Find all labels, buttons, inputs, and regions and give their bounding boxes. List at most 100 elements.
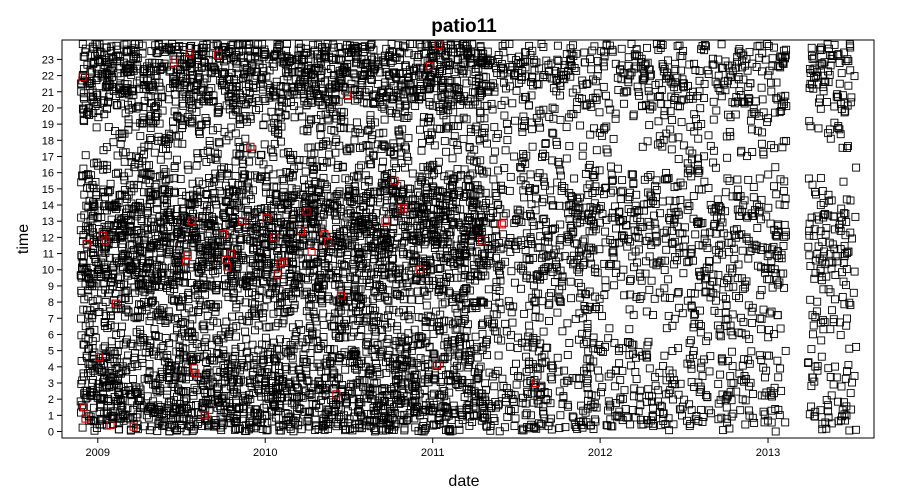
data-point — [378, 386, 387, 395]
data-point — [852, 342, 861, 351]
data-point — [215, 187, 224, 196]
data-point — [401, 273, 409, 282]
data-point — [122, 194, 131, 203]
data-point — [700, 80, 709, 88]
data-point — [281, 338, 290, 346]
data-point — [417, 93, 426, 102]
data-point — [819, 198, 828, 207]
data-point — [527, 212, 535, 221]
data-point — [460, 315, 469, 324]
data-point — [113, 151, 122, 160]
data-point — [633, 82, 642, 91]
data-point — [258, 74, 267, 83]
data-point — [247, 309, 256, 318]
data-point — [578, 151, 587, 160]
data-point — [186, 96, 195, 105]
data-point — [589, 171, 598, 180]
data-point — [283, 58, 292, 67]
data-point — [659, 417, 668, 425]
data-point — [124, 295, 133, 304]
data-point — [849, 288, 858, 297]
data-point — [245, 157, 254, 166]
data-point — [470, 299, 479, 308]
data-point — [286, 98, 295, 106]
data-point — [611, 109, 620, 118]
data-point — [572, 49, 581, 58]
data-point — [459, 67, 468, 76]
data-point — [275, 40, 284, 49]
data-point — [645, 285, 654, 294]
data-point — [298, 112, 307, 121]
data-point — [401, 142, 410, 151]
data-point — [690, 59, 698, 68]
data-point — [840, 300, 849, 309]
data-point — [593, 57, 602, 66]
data-point — [637, 276, 646, 285]
data-point — [507, 53, 516, 62]
data-point — [688, 149, 697, 158]
data-point — [836, 130, 845, 139]
data-point — [651, 373, 659, 382]
data-point — [319, 173, 328, 182]
data-point — [644, 337, 653, 346]
data-point — [478, 397, 487, 406]
data-point — [723, 61, 732, 70]
data-point — [634, 407, 643, 416]
data-point — [306, 96, 315, 105]
data-point — [831, 295, 839, 304]
data-point — [305, 324, 314, 332]
data-point — [706, 141, 715, 150]
data-point — [504, 297, 513, 306]
data-point — [128, 406, 137, 414]
data-point — [834, 397, 842, 406]
data-point — [442, 50, 451, 59]
data-point — [767, 87, 776, 96]
data-point — [642, 351, 651, 360]
data-point — [139, 103, 148, 112]
data-point — [835, 79, 844, 88]
data-point — [539, 105, 548, 114]
data-point — [77, 251, 86, 260]
data-point — [232, 59, 241, 68]
data-point — [419, 203, 428, 212]
data-point — [591, 166, 600, 175]
data-point — [383, 295, 392, 304]
data-point — [740, 372, 749, 380]
data-point — [323, 405, 332, 414]
data-point — [472, 122, 481, 131]
data-point — [151, 331, 160, 340]
data-point — [645, 364, 654, 373]
data-point — [779, 269, 788, 278]
data-point — [576, 218, 585, 227]
data-point — [825, 238, 834, 247]
data-point — [528, 142, 537, 151]
data-point — [585, 160, 594, 169]
data-point — [259, 52, 268, 61]
data-point — [319, 274, 328, 283]
data-point — [413, 287, 422, 296]
data-point — [700, 355, 709, 364]
data-point — [555, 295, 564, 304]
data-point — [276, 88, 285, 97]
data-point — [80, 295, 89, 304]
data-point — [121, 367, 130, 376]
data-point — [343, 282, 352, 291]
data-point — [189, 307, 198, 316]
data-point — [202, 206, 211, 215]
data-point — [381, 292, 389, 301]
data-point — [104, 187, 112, 196]
data-point — [851, 425, 860, 434]
data-point — [624, 205, 633, 214]
data-point — [590, 173, 599, 181]
data-point — [201, 222, 210, 230]
data-point — [429, 406, 438, 415]
data-point — [145, 359, 154, 368]
data-point — [490, 147, 499, 156]
data-point — [481, 204, 490, 213]
data-point — [813, 366, 822, 375]
data-point — [610, 338, 619, 347]
data-point — [476, 109, 485, 117]
data-point — [509, 302, 518, 311]
data-point — [735, 369, 744, 378]
data-point — [480, 124, 489, 133]
